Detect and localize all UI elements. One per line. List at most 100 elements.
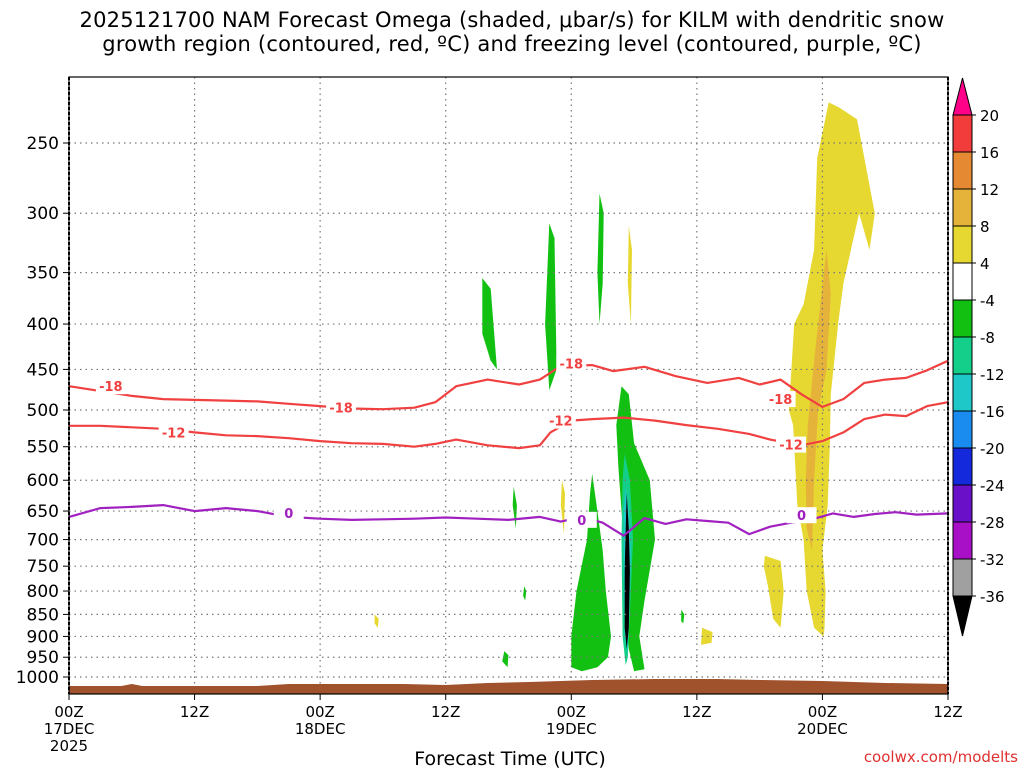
contour-label-bg [545,412,576,429]
colorbar-label: -16 [980,403,1005,421]
colorbar-label: -36 [980,588,1005,606]
colorbar-label: -4 [980,292,995,310]
x-tick-label-date: 17DEC [44,720,95,738]
y-tick-label-850: 850 [27,605,59,625]
x-tick-label-time: 12Z [682,703,711,721]
colorbar: 20 16 12 8 4 -4 -8 -12 -16 -20 -24 -28 -32 -36 [952,77,1005,637]
colorbar-swatch-12 [952,521,973,560]
omega-shade-1 [545,223,557,391]
omega-shade-18 [523,586,527,601]
x-tick-label-date: 19DEC [546,720,597,738]
terrain-layer [69,679,948,694]
omega-shade-17 [374,614,379,628]
contour-label-0: 0 [797,509,806,524]
y-tick-label-250: 250 [27,134,59,154]
omega-shade-14 [701,627,713,645]
contour-label-bg [776,436,807,453]
y-tick-label-450: 450 [27,360,59,380]
colorbar-swatch-3 [952,188,973,227]
omega-shade-9 [512,486,517,529]
contour-layer: -18 -18 -18 -18 -12 -12 -12 0 0 0 [68,355,949,537]
colorbar-swatch-5 [952,262,973,301]
y-tick-label-500: 500 [27,401,59,421]
colorbar-label: -12 [980,366,1005,384]
colorbar-label: -20 [980,440,1005,458]
colorbar-swatch-4 [952,225,973,264]
colorbar-label: -24 [980,477,1005,495]
y-tick-label-800: 800 [27,582,59,602]
y-tick-label-750: 750 [27,557,59,577]
colorbar-label: 4 [980,255,990,273]
colorbar-bottom-arrow [952,595,973,637]
contour-label--18: -18 [769,393,793,408]
x-tick-label-time: 12Z [933,703,962,721]
y-tick-label-1000: 1000 [16,668,59,688]
contour-label--12: -12 [162,426,186,441]
y-tick-label-350: 350 [27,264,59,284]
contour-line--12 [69,401,949,450]
contour-label-bg [556,355,587,372]
colorbar-swatch-7 [952,336,973,375]
omega-shade-12 [805,249,831,551]
omega-shade-5 [571,473,611,672]
surface-terrain [69,679,948,694]
colorbar-swatch-8 [952,373,973,412]
contour-label--18: -18 [99,380,123,395]
contour-label--18: -18 [329,402,353,417]
x-tick-label-time: 00Z [305,703,334,721]
chart-title-line1: 2025121700 NAM Forecast Omega (shaded, μ… [79,8,945,32]
omega-shading-layer [374,102,875,672]
colorbar-swatch-9 [952,410,973,449]
contour-label-0: 0 [284,507,293,522]
contour-label--18: -18 [560,357,584,372]
contour-label-bg [786,507,817,524]
colorbar-label: -8 [980,329,995,347]
colorbar-label: -32 [980,551,1005,569]
contour-label--12: -12 [779,439,803,454]
colorbar-swatch-10 [952,447,973,486]
contour-label-bg [326,399,357,416]
colorbar-swatch-6 [952,299,973,338]
omega-shade-15 [502,651,509,668]
contour-label-bg [95,378,126,395]
contour-line--18 [68,359,949,411]
colorbar-label: -28 [980,514,1005,532]
x-tick-label-date: 20DEC [797,720,848,738]
colorbar-label: 16 [980,144,999,162]
y-tick-label-300: 300 [27,204,59,224]
x-tick-label-date: 18DEC [295,720,346,738]
contour-label-bg [566,511,597,528]
x-tick-label-time: 00Z [808,703,837,721]
plot-frame [68,76,949,695]
y-tick-label-900: 900 [27,627,59,647]
x-tick-label-time: 12Z [180,703,209,721]
contour-label-0: 0 [577,514,586,529]
colorbar-label: 12 [980,181,999,199]
credit-link[interactable]: coolwx.com/modelts [864,748,1018,766]
y-tick-label-400: 400 [27,315,59,335]
y-tick-label-550: 550 [27,438,59,458]
colorbar-swatch-1 [952,114,973,153]
colorbar-label: 20 [980,107,999,125]
omega-shade-13 [763,555,784,628]
colorbar-swatch-13 [952,558,973,597]
colorbar-top-arrow [952,77,973,116]
omega-shade-16 [681,609,685,624]
x-tick-label-time: 00Z [557,703,586,721]
omega-shade-2 [597,193,604,324]
contour-label-bg [273,504,304,521]
colorbar-swatch-11 [952,484,973,523]
contour-label-bg [765,391,796,408]
axes-layer: 2503003504004505005506006507007508008509… [16,76,963,755]
x-axis-label: Forecast Time (UTC) [414,748,605,768]
x-tick-label-time: 00Z [54,703,83,721]
chart-title-line2: growth region (contoured, red, ºC) and f… [102,32,922,56]
y-tick-label-600: 600 [27,471,59,491]
contour-label-bg [158,424,189,441]
y-tick-label-650: 650 [27,502,59,522]
omega-shade-3 [627,225,632,324]
colorbar-label: 8 [980,218,990,236]
x-tick-label-year: 2025 [50,737,88,755]
x-tick-label-time: 12Z [431,703,460,721]
